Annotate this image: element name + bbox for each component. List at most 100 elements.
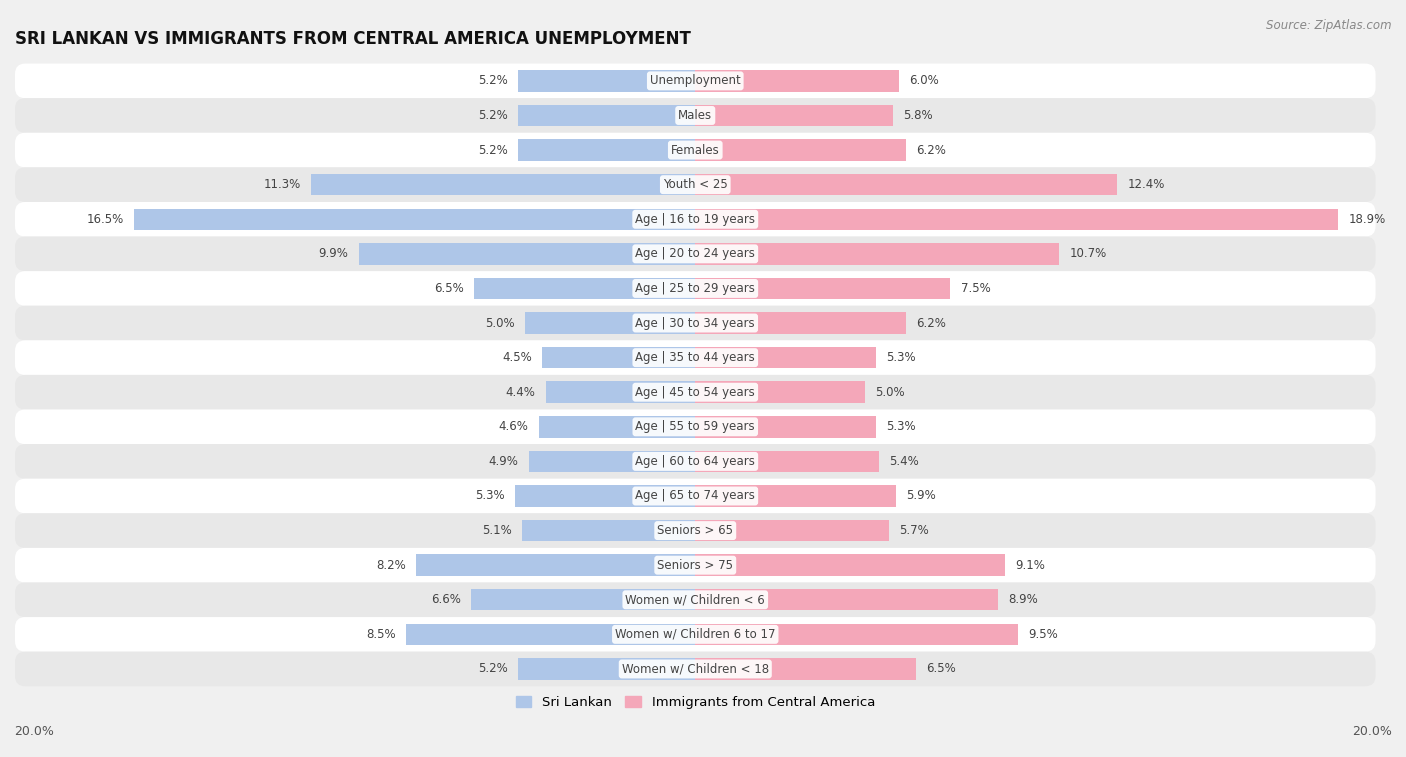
Bar — [538, 416, 696, 438]
Text: 9.1%: 9.1% — [1015, 559, 1045, 572]
Text: 6.5%: 6.5% — [927, 662, 956, 675]
FancyBboxPatch shape — [15, 236, 1375, 271]
Bar — [519, 139, 696, 160]
Text: 5.2%: 5.2% — [478, 662, 508, 675]
FancyBboxPatch shape — [15, 167, 1375, 202]
FancyBboxPatch shape — [15, 132, 1375, 167]
FancyBboxPatch shape — [15, 513, 1375, 548]
FancyBboxPatch shape — [15, 271, 1375, 306]
Text: 7.5%: 7.5% — [960, 282, 990, 295]
Bar — [519, 659, 696, 680]
Text: 5.7%: 5.7% — [900, 524, 929, 537]
Bar — [519, 70, 696, 92]
Text: 5.0%: 5.0% — [876, 386, 905, 399]
Bar — [696, 659, 917, 680]
Text: 8.2%: 8.2% — [377, 559, 406, 572]
Text: Females: Females — [671, 144, 720, 157]
Text: Age | 20 to 24 years: Age | 20 to 24 years — [636, 248, 755, 260]
Bar — [696, 520, 889, 541]
Bar — [696, 416, 876, 438]
Bar — [696, 624, 1018, 645]
Bar — [696, 589, 998, 610]
Text: 9.5%: 9.5% — [1029, 628, 1059, 641]
Bar — [474, 278, 696, 299]
Text: 6.2%: 6.2% — [917, 144, 946, 157]
Text: Women w/ Children 6 to 17: Women w/ Children 6 to 17 — [614, 628, 776, 641]
Text: 5.2%: 5.2% — [478, 109, 508, 122]
Text: 10.7%: 10.7% — [1070, 248, 1107, 260]
Text: 16.5%: 16.5% — [87, 213, 124, 226]
Bar — [696, 554, 1005, 576]
Text: Unemployment: Unemployment — [650, 74, 741, 87]
FancyBboxPatch shape — [15, 617, 1375, 652]
Bar — [416, 554, 696, 576]
Text: 5.2%: 5.2% — [478, 74, 508, 87]
Text: 4.4%: 4.4% — [506, 386, 536, 399]
Bar — [696, 104, 893, 126]
Bar — [529, 450, 696, 472]
Text: 5.3%: 5.3% — [886, 351, 915, 364]
Text: Women w/ Children < 18: Women w/ Children < 18 — [621, 662, 769, 675]
Bar — [471, 589, 696, 610]
FancyBboxPatch shape — [15, 341, 1375, 375]
Text: 18.9%: 18.9% — [1348, 213, 1385, 226]
Text: 6.2%: 6.2% — [917, 316, 946, 329]
Bar — [696, 382, 865, 403]
Text: 12.4%: 12.4% — [1128, 178, 1164, 192]
Bar — [543, 347, 696, 369]
Text: 5.8%: 5.8% — [903, 109, 932, 122]
Text: SRI LANKAN VS IMMIGRANTS FROM CENTRAL AMERICA UNEMPLOYMENT: SRI LANKAN VS IMMIGRANTS FROM CENTRAL AM… — [15, 30, 690, 48]
FancyBboxPatch shape — [15, 410, 1375, 444]
Text: Age | 65 to 74 years: Age | 65 to 74 years — [636, 490, 755, 503]
Text: Age | 60 to 64 years: Age | 60 to 64 years — [636, 455, 755, 468]
Text: 5.4%: 5.4% — [889, 455, 920, 468]
FancyBboxPatch shape — [15, 98, 1375, 132]
FancyBboxPatch shape — [15, 548, 1375, 582]
Text: 6.6%: 6.6% — [430, 593, 461, 606]
Text: 4.5%: 4.5% — [502, 351, 531, 364]
Text: Seniors > 65: Seniors > 65 — [657, 524, 734, 537]
Bar — [406, 624, 696, 645]
Bar — [134, 208, 696, 230]
Text: Age | 35 to 44 years: Age | 35 to 44 years — [636, 351, 755, 364]
FancyBboxPatch shape — [15, 202, 1375, 236]
Text: 6.5%: 6.5% — [434, 282, 464, 295]
Text: Age | 25 to 29 years: Age | 25 to 29 years — [636, 282, 755, 295]
Bar — [515, 485, 696, 506]
Text: Males: Males — [678, 109, 713, 122]
Bar — [311, 174, 696, 195]
FancyBboxPatch shape — [15, 444, 1375, 478]
Text: 20.0%: 20.0% — [1353, 725, 1392, 738]
Bar — [696, 278, 950, 299]
Text: 6.0%: 6.0% — [910, 74, 939, 87]
Bar — [522, 520, 696, 541]
Text: 4.9%: 4.9% — [488, 455, 519, 468]
Text: Age | 45 to 54 years: Age | 45 to 54 years — [636, 386, 755, 399]
FancyBboxPatch shape — [15, 582, 1375, 617]
Text: 20.0%: 20.0% — [14, 725, 53, 738]
Text: Age | 16 to 19 years: Age | 16 to 19 years — [636, 213, 755, 226]
Text: 11.3%: 11.3% — [263, 178, 301, 192]
Text: 5.3%: 5.3% — [886, 420, 915, 433]
Text: 5.2%: 5.2% — [478, 144, 508, 157]
Text: 5.9%: 5.9% — [905, 490, 936, 503]
Text: 8.5%: 8.5% — [367, 628, 396, 641]
FancyBboxPatch shape — [15, 375, 1375, 410]
Text: Age | 30 to 34 years: Age | 30 to 34 years — [636, 316, 755, 329]
Bar — [696, 347, 876, 369]
Text: 8.9%: 8.9% — [1008, 593, 1038, 606]
FancyBboxPatch shape — [15, 306, 1375, 341]
Bar — [696, 174, 1116, 195]
Bar — [546, 382, 696, 403]
Text: 5.0%: 5.0% — [485, 316, 515, 329]
Bar — [696, 450, 879, 472]
Bar — [359, 243, 696, 264]
Text: Source: ZipAtlas.com: Source: ZipAtlas.com — [1267, 19, 1392, 32]
Bar — [696, 139, 905, 160]
Bar — [526, 313, 696, 334]
Text: Seniors > 75: Seniors > 75 — [657, 559, 734, 572]
FancyBboxPatch shape — [15, 478, 1375, 513]
Bar — [519, 104, 696, 126]
Bar — [696, 243, 1059, 264]
Bar — [696, 313, 905, 334]
